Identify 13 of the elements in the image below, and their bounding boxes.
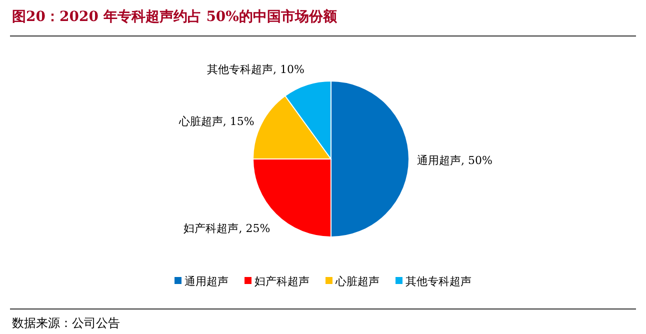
source-note: 数据来源：公司公告 <box>12 316 120 330</box>
data-label: 通用超声, 50% <box>417 154 492 167</box>
pie-slice <box>252 95 332 160</box>
data-label: 妇产科超声, 25% <box>184 222 270 235</box>
data-label: 其他专科超声, 10% <box>206 63 304 76</box>
legend-label: 其他专科超声 <box>406 275 472 288</box>
pie-slice <box>330 80 410 238</box>
legend-label: 心脏超声 <box>334 275 380 288</box>
chart-title: 图20：2020 年专科超声约占 50%的中国市场份额 <box>12 8 338 25</box>
pie-slice <box>284 80 332 160</box>
legend-label: 通用超声 <box>184 275 228 288</box>
data-label: 心脏超声, 15% <box>178 114 254 128</box>
legend-label: 妇产科超声 <box>254 275 310 288</box>
